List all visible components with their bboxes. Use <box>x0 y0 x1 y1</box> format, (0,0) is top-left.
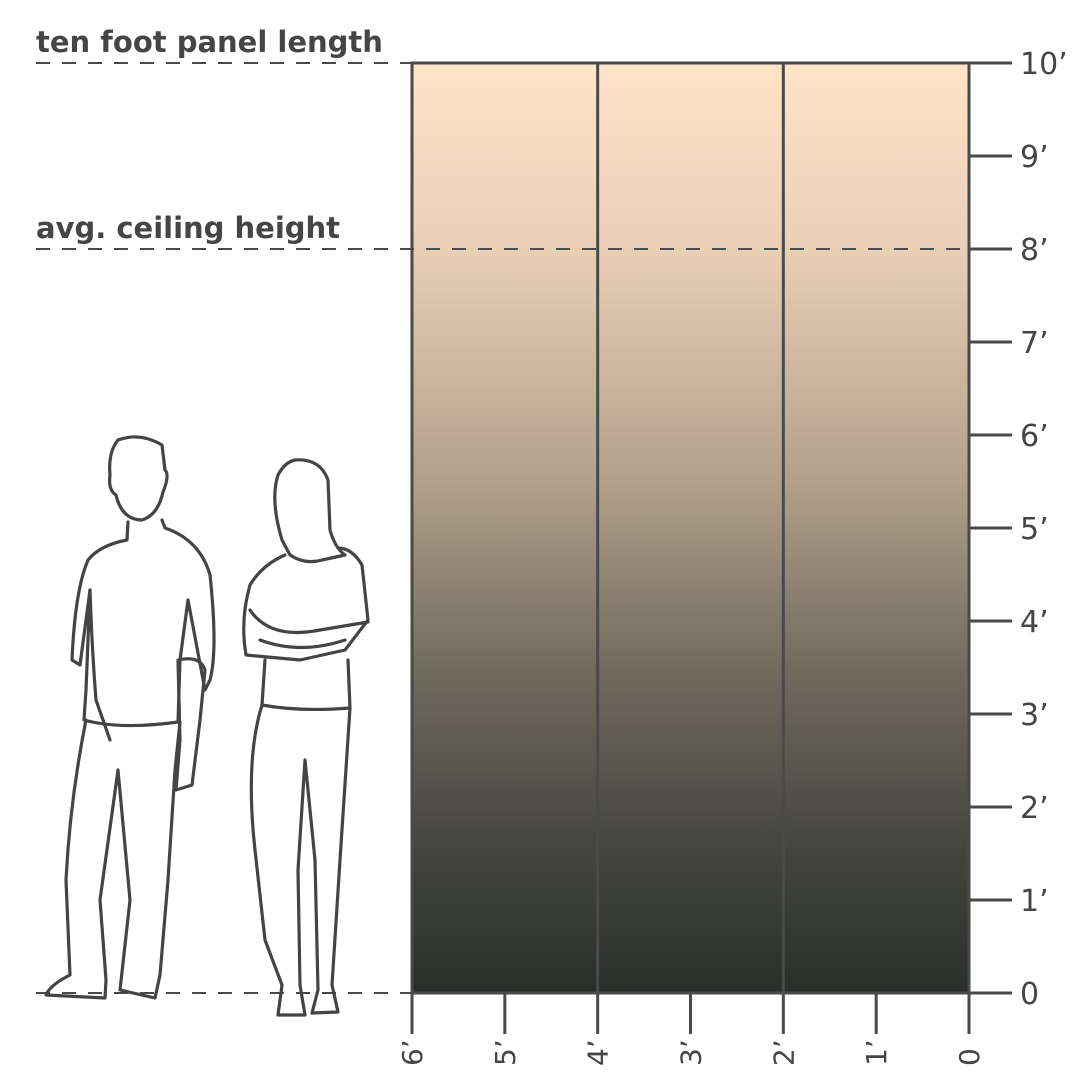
right-axis-tick-label: 9’ <box>1020 140 1049 175</box>
panel-dividers <box>596 63 785 993</box>
bottom-axis-tick-label: 0 <box>953 1048 986 1066</box>
bottom-axis-tick-label: 4’ <box>582 1039 615 1066</box>
right-axis-tick-label: 7’ <box>1020 326 1049 361</box>
right-axis-tick-label: 6’ <box>1020 419 1049 454</box>
panel <box>410 61 971 995</box>
ceiling-height-label: avg. ceiling height <box>36 211 340 245</box>
bottom-axis-tick-label: 3’ <box>675 1039 708 1066</box>
right-axis-tick-label: 4’ <box>1020 605 1049 640</box>
right-axis-tick-label: 2’ <box>1020 791 1049 826</box>
woman-figure <box>242 458 370 1017</box>
bottom-axis: 6’ 5’ 4’ 3’ 2’ 1’ 0 <box>396 993 986 1066</box>
right-axis-tick-label: 0 <box>1020 977 1039 1012</box>
bottom-axis-tick-label: 1’ <box>860 1039 893 1066</box>
bottom-axis-tick-label: 5’ <box>489 1039 522 1066</box>
right-axis-tick-label: 1’ <box>1020 884 1049 919</box>
bottom-axis-tick-label: 2’ <box>767 1039 800 1066</box>
right-axis-tick-label: 3’ <box>1020 698 1049 733</box>
bottom-axis-tick-label: 6’ <box>396 1039 429 1066</box>
right-axis-tick-label: 8’ <box>1020 233 1049 268</box>
right-axis-tick-label: 10’ <box>1020 47 1068 82</box>
right-axis: 0 1’ 2’ 3’ 4’ 5’ 6’ 7’ 8’ 9’ 10’ <box>969 47 1068 1012</box>
panel-length-label: ten foot panel length <box>36 25 383 59</box>
right-axis-tick-label: 5’ <box>1020 512 1049 547</box>
man-figure <box>44 435 216 1000</box>
